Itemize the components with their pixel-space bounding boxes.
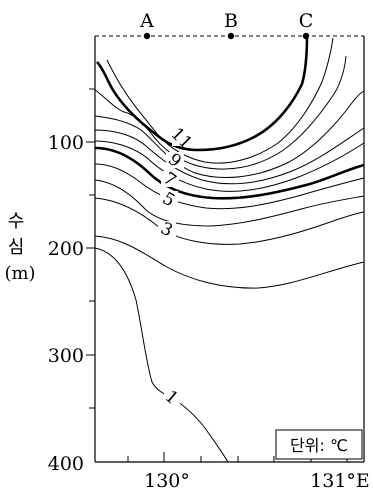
station-b-label: B	[224, 10, 238, 32]
isotherm-line-1	[94, 247, 229, 463]
y-tick-100: 100	[48, 132, 84, 154]
station-a-label: A	[139, 10, 154, 32]
y-tick-300: 300	[48, 345, 84, 367]
label-1-bg	[164, 389, 180, 405]
isotherm-thin-group	[94, 37, 365, 463]
label-3-bg	[158, 221, 176, 237]
station-c-label: C	[299, 10, 314, 32]
isotherm-line-c	[94, 90, 365, 178]
isotherm-11	[96, 35, 309, 152]
y-tick-400: 400	[48, 453, 84, 475]
y-axis-label-char-1: 수	[8, 211, 25, 232]
y-axis-unit: (m)	[4, 263, 35, 284]
label-5-bg	[160, 191, 178, 207]
unit-box	[275, 429, 363, 460]
x-tick-130: 130°	[144, 470, 190, 492]
isotherm-line-g	[94, 179, 365, 227]
y-ticks	[86, 88, 95, 409]
station-a-marker	[143, 32, 151, 40]
isotherm-line-f	[94, 163, 365, 210]
isotherm-line-d	[94, 127, 365, 185]
isotherm-line-i	[94, 235, 365, 289]
x-tick-131e: 131°E	[310, 470, 370, 492]
isotherm-5	[94, 146, 365, 200]
isotherm-line-a	[106, 37, 334, 164]
isotherm-line-h	[94, 197, 365, 245]
station-b-marker	[227, 32, 235, 40]
isotherm-line-b	[94, 55, 347, 170]
y-axis-label-char-2: 심	[8, 237, 25, 258]
label-7-bg	[161, 171, 179, 187]
contour-labels: 11 9 7 5 3 1	[157, 124, 196, 409]
unit-text: 단위: ℃	[290, 436, 348, 455]
label-11-bg	[172, 130, 192, 146]
label-9-bg	[166, 152, 184, 168]
isotherm-bold-group	[94, 35, 365, 200]
y-tick-200: 200	[48, 238, 84, 260]
isotherm-line-e	[94, 140, 365, 192]
